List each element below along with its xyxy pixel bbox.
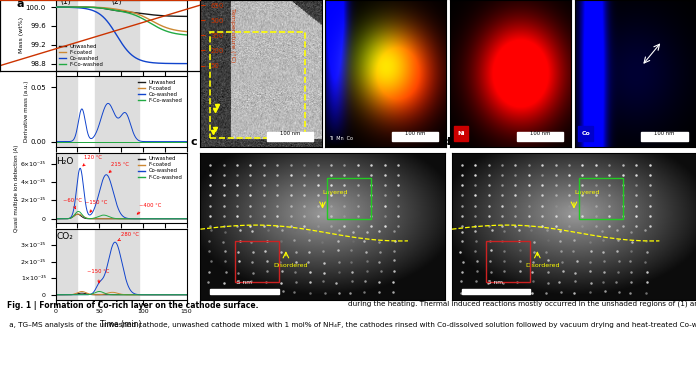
Bar — [461, 289, 530, 294]
Text: 215 °C: 215 °C — [109, 162, 129, 172]
Legend: Unwashed, F-coated, Co-washed, F-Co-washed: Unwashed, F-coated, Co-washed, F-Co-wash… — [137, 155, 184, 181]
Y-axis label: Quasi multiple ion detection (A): Quasi multiple ion detection (A) — [15, 144, 19, 232]
Bar — [642, 132, 688, 141]
Text: a, TG–MS analysis of the unwashed cathode, unwashed cathode mixed with 1 mol% of: a, TG–MS analysis of the unwashed cathod… — [7, 322, 696, 328]
Text: 5 nm: 5 nm — [237, 280, 252, 285]
Bar — [235, 241, 278, 282]
Text: Ti  Mn  Co: Ti Mn Co — [329, 136, 353, 141]
Bar — [578, 126, 593, 141]
Text: c: c — [191, 137, 197, 147]
Bar — [210, 32, 305, 138]
Text: 120 °C: 120 °C — [83, 155, 102, 166]
Bar — [95, 229, 139, 300]
Text: 280 °C: 280 °C — [118, 232, 139, 241]
Text: Layered: Layered — [574, 190, 599, 195]
Text: Disordered: Disordered — [525, 263, 560, 268]
Text: d: d — [442, 137, 450, 147]
Text: Disordered: Disordered — [274, 263, 308, 268]
Bar — [0, 0, 33, 71]
Legend: Unwashed, F-coated, Co-washed, F-Co-washed: Unwashed, F-coated, Co-washed, F-Co-wash… — [137, 79, 184, 104]
Text: 100 nm: 100 nm — [280, 131, 300, 136]
Text: (2): (2) — [88, 0, 99, 6]
Bar — [56, 153, 77, 223]
Bar — [579, 178, 623, 219]
Text: ~150 °C: ~150 °C — [86, 200, 108, 212]
Bar — [210, 289, 278, 294]
Text: 100 nm: 100 nm — [404, 131, 425, 136]
Bar — [454, 126, 468, 141]
Bar — [327, 178, 372, 219]
Text: 5 nm: 5 nm — [489, 280, 503, 285]
Bar — [95, 153, 139, 223]
Text: ~150 °C: ~150 °C — [87, 269, 109, 283]
Text: Layered: Layered — [322, 190, 348, 195]
Bar — [516, 132, 563, 141]
Y-axis label: Temperature (°C): Temperature (°C) — [230, 8, 235, 63]
Text: Ni: Ni — [457, 131, 465, 136]
Text: 100 nm: 100 nm — [654, 131, 674, 136]
Legend: Unwashed, F-coated, Co-washed, F-Co-washed: Unwashed, F-coated, Co-washed, F-Co-wash… — [3, 43, 49, 68]
Text: ~60 °C: ~60 °C — [63, 198, 81, 209]
Bar — [56, 76, 77, 147]
Text: during the heating. Thermal induced reactions mostly occurred in the unshaded re: during the heating. Thermal induced reac… — [348, 301, 696, 308]
Text: (1): (1) — [10, 0, 22, 6]
Bar — [392, 132, 438, 141]
Text: H₂O: H₂O — [56, 157, 74, 166]
Y-axis label: Mass (wt%): Mass (wt%) — [19, 17, 24, 53]
Text: 100 nm: 100 nm — [530, 131, 550, 136]
Text: ~400 °C: ~400 °C — [137, 203, 161, 214]
Text: CO₂: CO₂ — [56, 232, 73, 241]
Bar — [95, 76, 139, 147]
Text: Co: Co — [581, 131, 590, 136]
Bar — [267, 132, 313, 141]
Text: Fig. 1 | Formation of Co-rich layer on the cathode surface.: Fig. 1 | Formation of Co-rich layer on t… — [7, 301, 258, 310]
Y-axis label: Derivative mass (a.u.): Derivative mass (a.u.) — [24, 81, 29, 142]
Bar — [486, 241, 530, 282]
Bar — [56, 229, 77, 300]
Bar — [60, 0, 127, 71]
X-axis label: Time (min): Time (min) — [100, 320, 142, 329]
